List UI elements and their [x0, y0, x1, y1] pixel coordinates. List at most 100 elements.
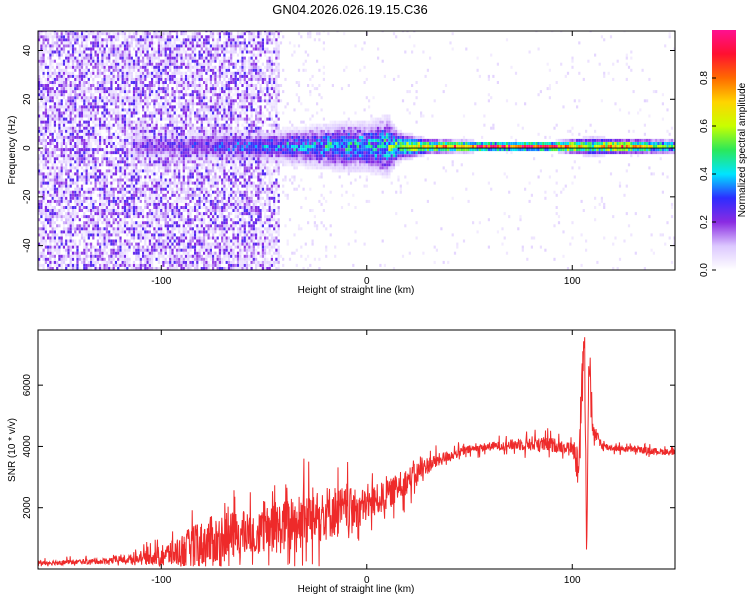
heatmap-cell: [173, 135, 176, 139]
heatmap-cell: [135, 111, 138, 115]
heatmap-cell: [47, 87, 50, 91]
heatmap-cell: [42, 187, 45, 191]
heatmap-cell: [80, 84, 84, 87]
heatmap-cell: [151, 81, 154, 84]
heatmap-cell: [191, 32, 194, 36]
heatmap-cell: [99, 206, 102, 209]
heatmap-cell: [85, 62, 88, 66]
heatmap-cell: [196, 120, 199, 124]
heatmap-cell: [148, 138, 151, 142]
heatmap-cell: [194, 251, 197, 255]
heatmap-cell: [142, 38, 145, 42]
heatmap-cell: [49, 263, 52, 267]
heatmap-cell: [69, 260, 72, 264]
heatmap-cell: [83, 206, 86, 209]
heatmap-cell: [191, 99, 194, 103]
heatmap-cell: [126, 93, 129, 97]
heatmap-cell: [203, 138, 206, 142]
heatmap-cell: [153, 148, 156, 152]
heatmap-cell: [169, 248, 172, 252]
heatmap-cell: [166, 105, 169, 109]
heatmap-cell: [173, 120, 176, 124]
heatmap-cell: [80, 108, 84, 112]
heatmap-cell: [144, 126, 147, 130]
heatmap-cell: [76, 199, 79, 203]
heatmap-cell: [119, 248, 122, 252]
heatmap-cell: [83, 267, 86, 270]
heatmap-cell: [74, 114, 77, 118]
heatmap-cell: [184, 142, 188, 145]
heatmap-cell: [85, 175, 88, 179]
heatmap-cell: [83, 138, 86, 142]
heatmap-cell: [90, 251, 93, 255]
heatmap-cell: [49, 71, 52, 75]
heatmap-cell: [132, 81, 136, 84]
heatmap-cell: [85, 245, 88, 249]
heatmap-cell: [121, 126, 124, 130]
heatmap-cell: [110, 145, 113, 148]
heatmap-cell: [205, 230, 208, 234]
heatmap-cell: [121, 35, 124, 39]
heatmap-cell: [178, 114, 181, 118]
heatmap-cell: [194, 135, 197, 139]
heatmap-cell: [105, 212, 108, 216]
heatmap-cell: [60, 172, 63, 176]
heatmap-cell: [187, 263, 190, 267]
heatmap-cell: [160, 215, 163, 219]
heatmap-cell: [198, 114, 201, 118]
heatmap-cell: [108, 263, 111, 267]
heatmap-cell: [101, 148, 104, 152]
heatmap-cell: [78, 148, 81, 152]
heatmap-cell: [130, 41, 133, 45]
heatmap-cell: [38, 251, 41, 255]
heatmap-cell: [123, 202, 127, 206]
heatmap-cell: [71, 120, 75, 124]
heatmap-cell: [169, 151, 172, 155]
heatmap-cell: [99, 135, 102, 139]
heatmap-cell: [44, 90, 47, 94]
heatmap-cell: [53, 102, 56, 106]
heatmap-cell: [194, 196, 197, 200]
heatmap-cell: [182, 218, 185, 222]
heatmap-cell: [207, 148, 210, 152]
heatmap-cell: [180, 142, 183, 145]
heatmap-cell: [212, 209, 215, 212]
heatmap-cell: [56, 71, 59, 75]
heatmap-cell: [92, 233, 95, 237]
heatmap-cell: [142, 218, 145, 222]
heatmap-cell: [196, 184, 199, 188]
heatmap-cell: [148, 263, 151, 267]
heatmap-cell: [196, 172, 199, 176]
heatmap-cell: [184, 117, 188, 121]
heatmap-cell: [137, 190, 140, 194]
heatmap-cell: [146, 62, 149, 66]
heatmap-cell: [38, 263, 41, 267]
heatmap-cell: [203, 90, 206, 94]
heatmap-cell: [103, 209, 106, 212]
heatmap-cell: [148, 187, 151, 191]
heatmap-cell: [80, 236, 84, 240]
heatmap-cell: [65, 44, 68, 48]
heatmap-cell: [56, 142, 59, 145]
heatmap-cell: [76, 142, 79, 145]
heatmap-cell: [90, 44, 93, 48]
heatmap-cell: [157, 90, 160, 94]
heatmap-cell: [65, 117, 68, 121]
heatmap-cell: [85, 96, 88, 100]
heatmap-cell: [209, 245, 212, 249]
heatmap-cell: [128, 74, 131, 78]
heatmap-cell: [92, 117, 95, 121]
heatmap-cell: [85, 199, 88, 203]
heatmap-cell: [203, 50, 206, 54]
heatmap-cell: [157, 181, 160, 185]
heatmap-cell: [178, 221, 181, 225]
heatmap-cell: [209, 117, 212, 121]
heatmap-cell: [44, 151, 47, 155]
heatmap-cell: [166, 132, 169, 136]
heatmap-cell: [121, 151, 124, 155]
heatmap-cell: [87, 123, 90, 127]
heatmap-cell: [38, 230, 41, 234]
heatmap-cell: [121, 212, 124, 216]
heatmap-cell: [119, 212, 122, 216]
heatmap-cell: [121, 169, 124, 173]
